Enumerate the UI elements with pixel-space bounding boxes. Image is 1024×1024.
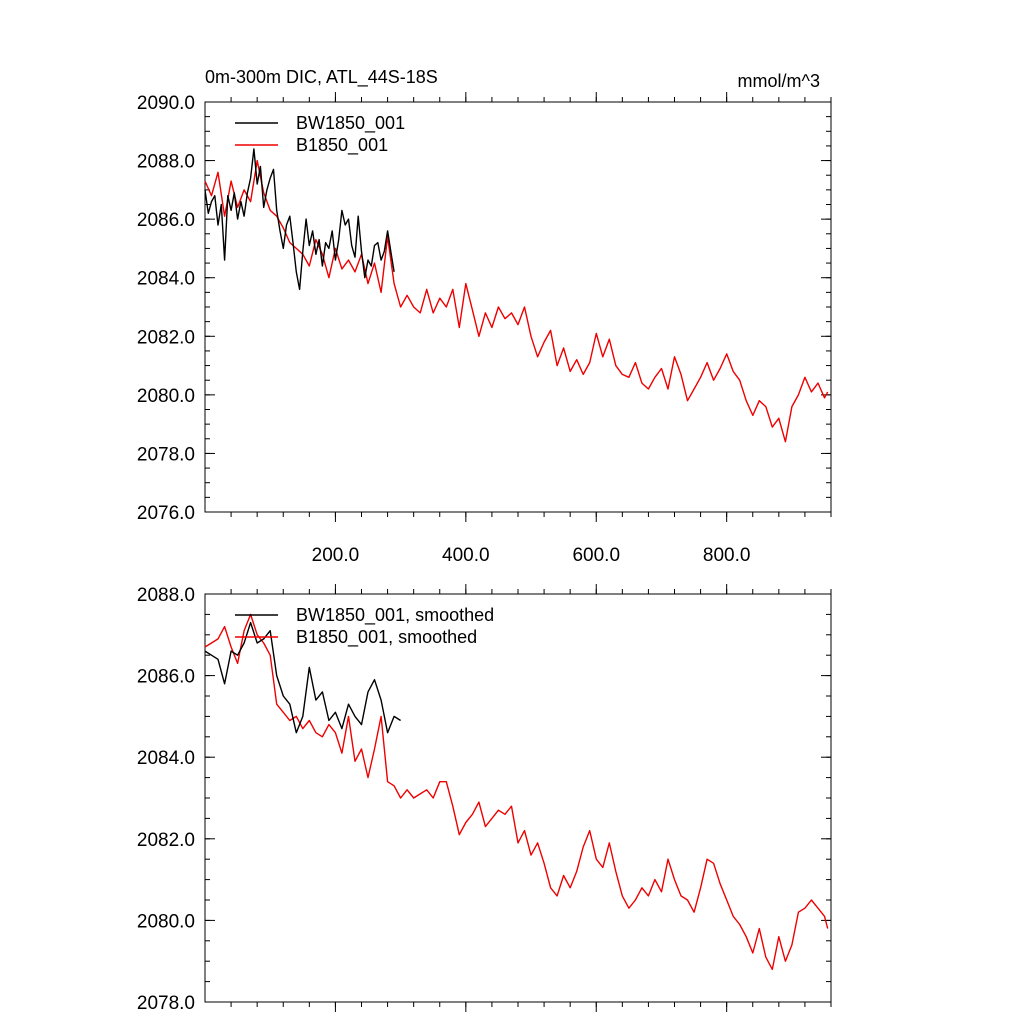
y-tick-label: 2086.0 xyxy=(137,667,195,688)
y-tick-label: 2080.0 xyxy=(137,911,195,932)
legend-label: BW1850_001, smoothed xyxy=(296,605,494,626)
y-tick-label: 2088.0 xyxy=(137,152,195,173)
chart-title: 0m-300m DIC, ATL_44S-18S xyxy=(205,67,438,88)
legend-label: B1850_001 xyxy=(296,135,388,156)
x-tick-label: 200.0 xyxy=(312,545,360,566)
series-group xyxy=(204,613,829,971)
y-tick-label: 2090.0 xyxy=(137,93,195,114)
series-line xyxy=(204,613,829,971)
x-tick-label: 600.0 xyxy=(572,545,620,566)
y-tick-label: 2078.0 xyxy=(137,993,195,1014)
y-tick-label: 2084.0 xyxy=(137,748,195,769)
legend-label: BW1850_001 xyxy=(296,113,405,134)
plot-frame xyxy=(204,101,832,513)
bottom-panel: 2078.0 2080.0 2082.0 2084.0 2086.0 2088.0 BW1… xyxy=(137,584,832,1014)
axis-ticks: 2076.0 2078.0 2080.0 2082.0 2084.0 2086.0 2088… xyxy=(137,92,832,566)
units-label: mmol/m^3 xyxy=(738,71,820,91)
y-tick-label: 2088.0 xyxy=(137,585,195,606)
axis-ticks: 2078.0 2080.0 2082.0 2084.0 2086.0 2088.0 xyxy=(137,584,832,1014)
y-tick-label: 2082.0 xyxy=(137,327,195,348)
x-tick-label: 800.0 xyxy=(703,545,751,566)
y-tick-label: 2078.0 xyxy=(137,444,195,465)
legend-label: B1850_001, smoothed xyxy=(296,627,477,648)
y-tick-label: 2080.0 xyxy=(137,386,195,407)
top-panel: 0m-300m DIC, ATL_44S-18S mmol/m^3 2076.0… xyxy=(137,67,832,566)
y-tick-label: 2076.0 xyxy=(137,503,195,524)
y-tick-label: 2086.0 xyxy=(137,210,195,231)
y-tick-label: 2082.0 xyxy=(137,830,195,851)
series-line xyxy=(204,159,829,443)
series-line xyxy=(204,621,401,734)
series-line xyxy=(204,148,395,291)
x-tick-label: 400.0 xyxy=(442,545,490,566)
y-tick-label: 2084.0 xyxy=(137,269,195,290)
plot-frame xyxy=(204,593,832,1003)
series-group xyxy=(204,148,829,443)
